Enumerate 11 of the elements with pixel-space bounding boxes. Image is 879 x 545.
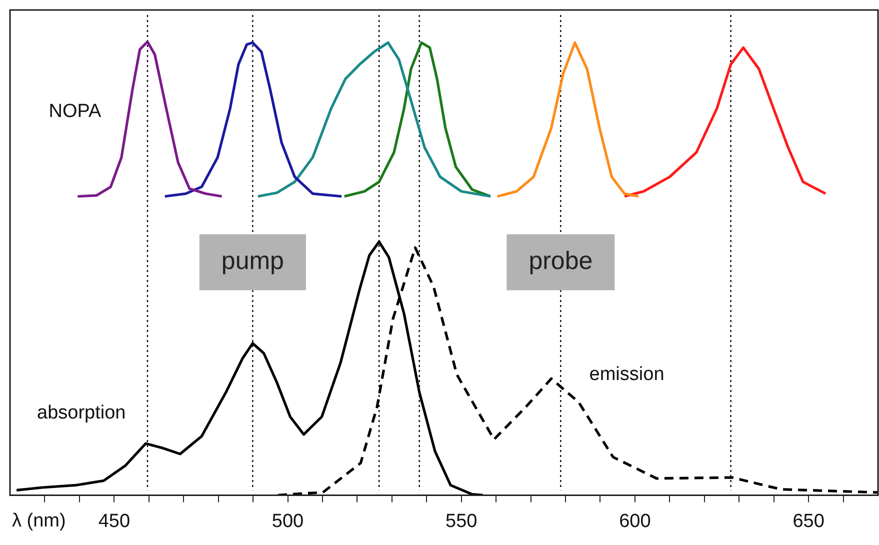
ref-line-label: probe	[528, 247, 593, 276]
x-tick-label: 450	[98, 510, 130, 532]
x-tick-label: 500	[272, 510, 304, 532]
x-axis-title: λ (nm)	[12, 510, 66, 532]
series-label: absorption	[37, 402, 126, 424]
x-tick-label: 650	[792, 510, 824, 532]
x-tick-label: 600	[619, 510, 651, 532]
x-tick-label: 550	[446, 510, 478, 532]
annotation: NOPA	[48, 101, 102, 122]
series-label: emission	[589, 364, 664, 385]
ref-line-label: pump	[221, 247, 284, 276]
